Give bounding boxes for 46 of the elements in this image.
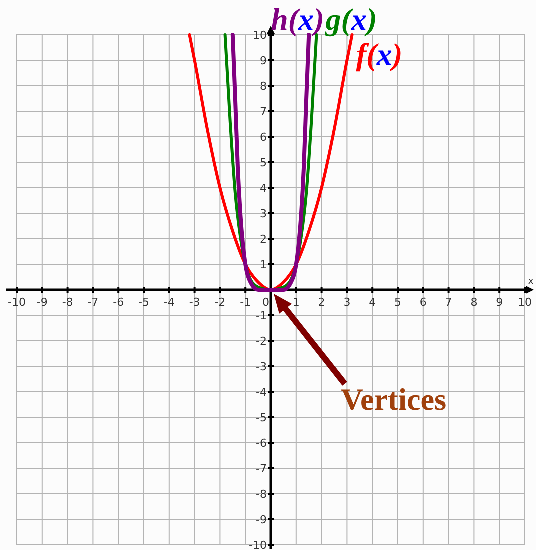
y-tick-label: 7 bbox=[260, 106, 267, 118]
x-tick-label: 9 bbox=[496, 296, 504, 309]
y-tick-label: -2 bbox=[256, 335, 267, 348]
x-tick-label: 5 bbox=[394, 296, 402, 309]
x-tick-label: 2 bbox=[318, 296, 326, 309]
x-tick-label: -8 bbox=[62, 296, 74, 309]
series-label: g(x) bbox=[324, 2, 378, 37]
x-tick-label: 1 bbox=[292, 296, 300, 309]
x-tick-label: 8 bbox=[470, 296, 478, 309]
y-tick-label: -3 bbox=[256, 360, 267, 374]
x-tick-label: -3 bbox=[189, 296, 200, 309]
y-tick-label: -4 bbox=[256, 386, 267, 399]
y-tick-label: 5 bbox=[260, 156, 267, 170]
y-tick-label: -7 bbox=[256, 462, 267, 476]
y-tick-label: 4 bbox=[260, 182, 267, 195]
y-tick-label: 8 bbox=[260, 80, 267, 93]
y-tick-label: -9 bbox=[256, 514, 267, 526]
y-tick-label: 9 bbox=[260, 54, 267, 68]
y-tick-label: 1 bbox=[260, 258, 267, 272]
y-tick-label: 3 bbox=[260, 208, 267, 220]
y-tick-label: 6 bbox=[260, 131, 267, 144]
annotation: Vertices bbox=[341, 382, 447, 417]
x-tick-label: 4 bbox=[369, 296, 376, 309]
x-tick-label: -7 bbox=[88, 296, 99, 309]
x-tick-label: 10 bbox=[518, 296, 532, 309]
y-tick-label: -10 bbox=[249, 539, 267, 550]
y-tick-label: -1 bbox=[256, 310, 267, 322]
x-tick-label: -10 bbox=[8, 296, 26, 309]
x-tick-label: 0 bbox=[262, 296, 270, 309]
x-tick-label: 6 bbox=[420, 296, 427, 309]
x-tick-label: 3 bbox=[344, 296, 351, 309]
x-tick-label: -4 bbox=[164, 296, 175, 309]
series-label: h(x) bbox=[271, 2, 325, 37]
x-tick-label: -9 bbox=[36, 296, 48, 309]
x-tick-label: -2 bbox=[214, 296, 226, 309]
x-axis-title: x bbox=[528, 277, 534, 287]
x-tick-label: 7 bbox=[445, 296, 452, 309]
x-tick-label: -6 bbox=[113, 296, 124, 309]
y-tick-label: -6 bbox=[256, 437, 267, 450]
series-label: f(x) bbox=[356, 37, 403, 72]
y-tick-label: -8 bbox=[256, 488, 267, 501]
x-tick-label: -5 bbox=[138, 296, 150, 309]
y-tick-label: 2 bbox=[260, 233, 267, 246]
x-tick-label: -1 bbox=[240, 296, 252, 309]
y-tick-label: -5 bbox=[256, 412, 267, 424]
y-tick-label: 10 bbox=[253, 29, 267, 42]
